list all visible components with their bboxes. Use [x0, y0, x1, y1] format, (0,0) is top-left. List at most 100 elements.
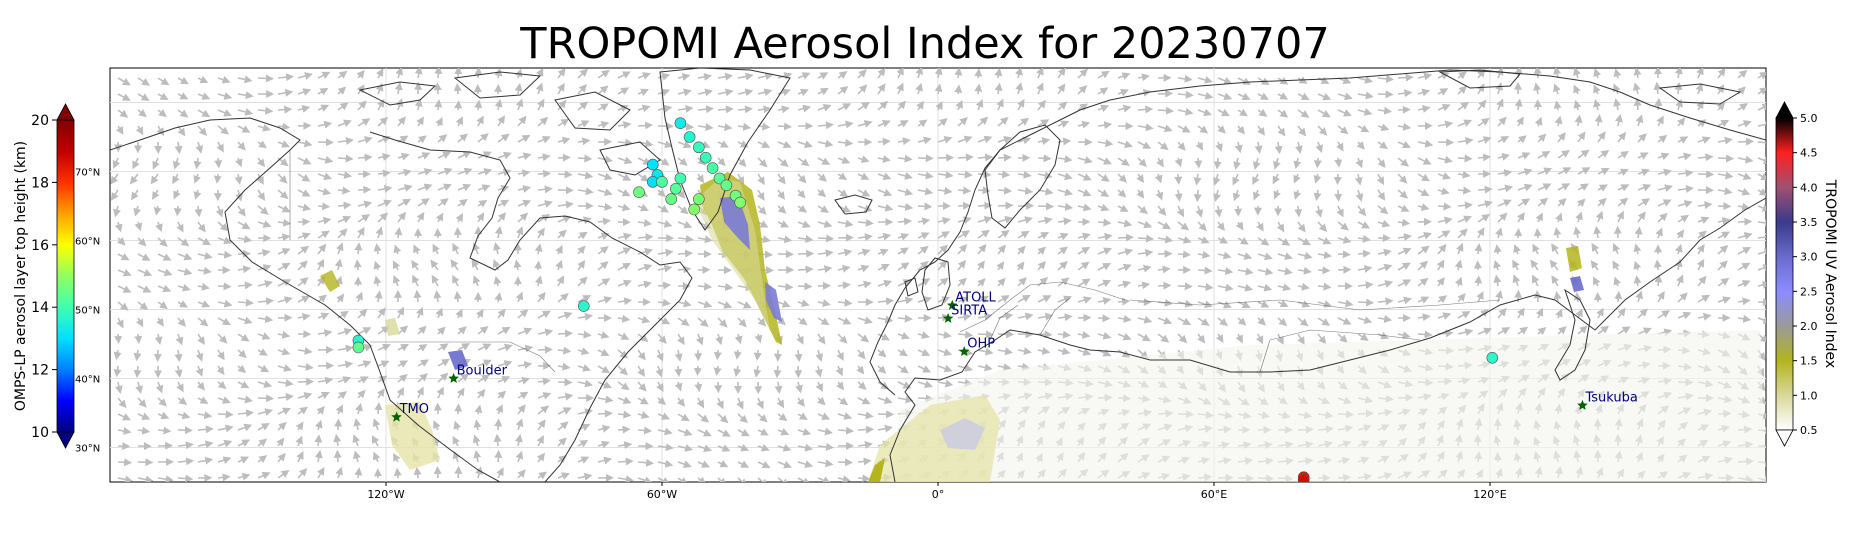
wind-vector [917, 171, 934, 180]
wind-vector [314, 434, 323, 447]
wind-vector [957, 186, 972, 195]
wind-vector [817, 173, 828, 182]
wind-vector [1594, 113, 1603, 127]
omps-point [646, 158, 659, 171]
colorbar-left: 10 12 14 16 18 20 70°N 60°N 50°N 40°N 30°N OMPS-L… [13, 103, 100, 455]
omps-point [633, 186, 645, 198]
wind-vector [1553, 100, 1562, 111]
wind-vector [577, 101, 589, 111]
wind-vector [1097, 121, 1113, 130]
wind-vector [277, 189, 289, 200]
wind-vector [877, 120, 891, 128]
wind-vector [477, 199, 488, 208]
wind-vector [557, 136, 571, 145]
wind-vector [637, 121, 654, 130]
wind-vector [994, 82, 1003, 95]
wind-vector [797, 173, 807, 184]
wind-vector [1037, 137, 1051, 146]
wind-vector [1157, 89, 1174, 98]
wind-vector [677, 73, 691, 81]
lat-tick-label: 50°N [75, 306, 100, 317]
wind-vector [777, 105, 790, 114]
wind-vector [897, 100, 906, 111]
wind-vector [157, 77, 170, 86]
wind-vector [437, 183, 452, 191]
wind-vector [617, 425, 631, 434]
colorbar-right-ticks: 0.5 1.0 1.5 2.0 2.5 3.0 3.5 4.0 4.5 5.0 [1793, 112, 1818, 437]
wind-vector [1313, 157, 1322, 169]
wind-vector [1357, 205, 1367, 217]
site-label: SIRTA [951, 303, 987, 318]
wind-vector [337, 171, 353, 179]
wind-vector [1097, 104, 1110, 113]
wind-vector [257, 189, 266, 201]
wind-vector [1737, 202, 1751, 211]
wind-vector [1696, 100, 1704, 111]
wind-vector [1537, 167, 1553, 175]
wind-vector [753, 349, 762, 361]
wind-vector [877, 172, 892, 180]
wind-vector [1355, 157, 1363, 169]
wind-vector [397, 198, 412, 207]
wind-vector [197, 109, 211, 118]
wind-vector [1177, 74, 1193, 83]
wind-vector [1377, 74, 1395, 83]
wind-vector [1217, 125, 1226, 134]
wind-vector [1177, 90, 1194, 99]
wind-vector [617, 457, 634, 466]
wind-vector [1156, 157, 1164, 168]
wind-vector [657, 72, 671, 81]
wind-vector [414, 68, 423, 79]
wind-vector [1757, 204, 1766, 212]
wind-vector [857, 425, 875, 434]
wind-vector [694, 381, 703, 393]
wind-vector [217, 75, 231, 84]
wind-vector [237, 108, 254, 116]
wind-vector [1477, 200, 1493, 208]
wind-vector [257, 140, 268, 149]
wind-vector [1697, 136, 1711, 144]
wind-vector [1317, 266, 1331, 275]
colorbar-left-extend-bottom [56, 431, 75, 449]
wind-vector [677, 205, 689, 215]
wind-vector [797, 72, 811, 80]
wind-vector [1657, 134, 1668, 143]
wind-vector [1417, 330, 1433, 339]
wind-vector [617, 203, 631, 212]
wind-vector [375, 82, 384, 95]
wind-vector [1137, 157, 1147, 168]
wind-vector [1297, 109, 1310, 118]
wind-vector [153, 205, 162, 216]
wind-vector [797, 282, 813, 291]
wind-vector [1557, 132, 1566, 143]
wind-vector [997, 170, 1011, 179]
wind-vector [1097, 218, 1112, 227]
wind-vector [1337, 92, 1353, 101]
wind-vector [257, 394, 275, 403]
wind-vector [1757, 71, 1766, 80]
wind-vector [1037, 171, 1053, 180]
wind-vector [717, 72, 734, 81]
wind-vector [455, 116, 463, 127]
wind-vector [1517, 135, 1527, 144]
wind-vector [1397, 140, 1411, 149]
wind-vector [117, 458, 133, 467]
omps-point [674, 172, 687, 185]
wind-vector [1437, 155, 1453, 164]
wind-vector [915, 82, 923, 95]
wind-vector [317, 120, 333, 129]
wind-vector [1737, 69, 1748, 79]
omps-point [692, 141, 705, 154]
wind-vector [937, 170, 954, 179]
wind-vector [1477, 99, 1487, 111]
lat-tick-label: 40°N [75, 375, 100, 386]
wind-vector [477, 133, 489, 143]
wind-vector [535, 82, 544, 95]
wind-vector [110, 189, 119, 201]
wind-vector [1293, 173, 1301, 184]
wind-vector [957, 170, 973, 179]
wind-vector [717, 140, 729, 148]
wind-vector [1217, 92, 1233, 101]
wind-vector [453, 82, 462, 95]
wind-vector [1137, 105, 1154, 114]
